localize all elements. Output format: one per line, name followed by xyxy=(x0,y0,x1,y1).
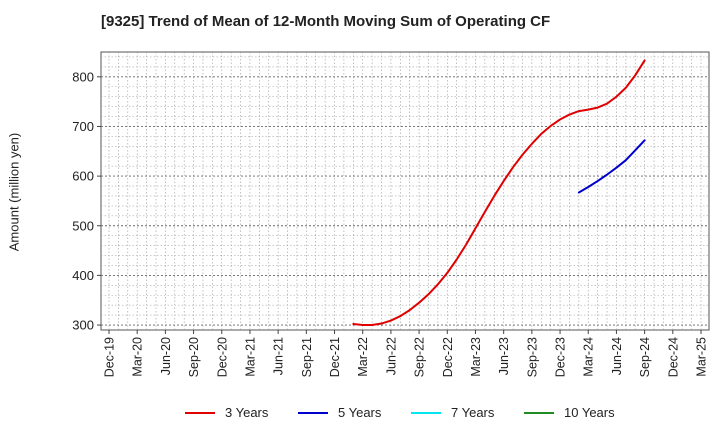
y-axis-ticks: 300 400 500 600 700 800 xyxy=(72,69,101,333)
x-tick-label: Mar-25 xyxy=(695,337,709,377)
legend-label: 10 Years xyxy=(564,405,615,420)
x-tick-label: Jun-24 xyxy=(610,337,624,375)
chart-title: [9325] Trend of Mean of 12-Month Moving … xyxy=(101,13,551,30)
legend-swatch xyxy=(411,411,441,414)
y-tick-label: 700 xyxy=(72,119,94,134)
x-tick-label: Mar-23 xyxy=(469,337,483,377)
plot-area xyxy=(100,51,710,331)
legend: 3 Years 5 Years 7 Years 10 Years xyxy=(185,405,637,420)
legend-swatch xyxy=(298,411,328,414)
legend-item-7-years: 7 Years xyxy=(411,405,524,420)
legend-label: 7 Years xyxy=(451,405,495,420)
x-tick-label: Sep-23 xyxy=(525,337,539,377)
x-tick-label: Dec-21 xyxy=(328,337,342,377)
y-tick-label: 500 xyxy=(72,218,94,233)
legend-swatch xyxy=(185,411,215,414)
x-tick-label: Mar-20 xyxy=(131,337,145,377)
x-tick-label: Dec-22 xyxy=(441,337,455,377)
x-tick-label: Dec-20 xyxy=(215,337,229,377)
series-line-5-years xyxy=(577,139,646,194)
y-tick-label: 400 xyxy=(72,268,94,283)
legend-label: 3 Years xyxy=(225,405,269,420)
y-tick-label: 300 xyxy=(72,318,94,333)
x-tick-label: Jun-22 xyxy=(384,337,398,375)
legend-item-5-years: 5 Years xyxy=(298,405,411,420)
major-grid xyxy=(101,76,709,326)
x-tick-label: Mar-24 xyxy=(582,337,596,377)
x-tick-label: Sep-24 xyxy=(638,337,652,377)
x-tick-label: Dec-24 xyxy=(666,337,680,377)
legend-swatch xyxy=(524,411,554,414)
y-tick-label: 600 xyxy=(72,169,94,184)
x-tick-label: Jun-21 xyxy=(272,337,286,375)
legend-item-3-years: 3 Years xyxy=(185,405,298,420)
x-tick-label: Jun-20 xyxy=(159,337,173,375)
x-tick-label: Mar-22 xyxy=(356,337,370,377)
x-tick-label: Sep-21 xyxy=(300,337,314,377)
x-tick-label: Dec-23 xyxy=(554,337,568,377)
x-axis-ticks: Dec-19 Mar-20 Jun-20 Sep-20 Dec-20 Mar-21 Jun-… xyxy=(103,330,709,377)
x-tick-label: Sep-20 xyxy=(187,337,201,377)
x-tick-label: Mar-21 xyxy=(243,337,257,377)
y-tick-label: 800 xyxy=(72,69,94,84)
legend-label: 5 Years xyxy=(338,405,382,420)
legend-item-10-years: 10 Years xyxy=(524,405,637,420)
series-line-3-years xyxy=(352,59,646,327)
x-tick-label: Jun-23 xyxy=(497,337,511,375)
x-tick-label: Dec-19 xyxy=(103,337,117,377)
x-tick-label: Sep-22 xyxy=(413,337,427,377)
series-lines xyxy=(352,59,646,327)
minor-grid xyxy=(101,52,709,330)
